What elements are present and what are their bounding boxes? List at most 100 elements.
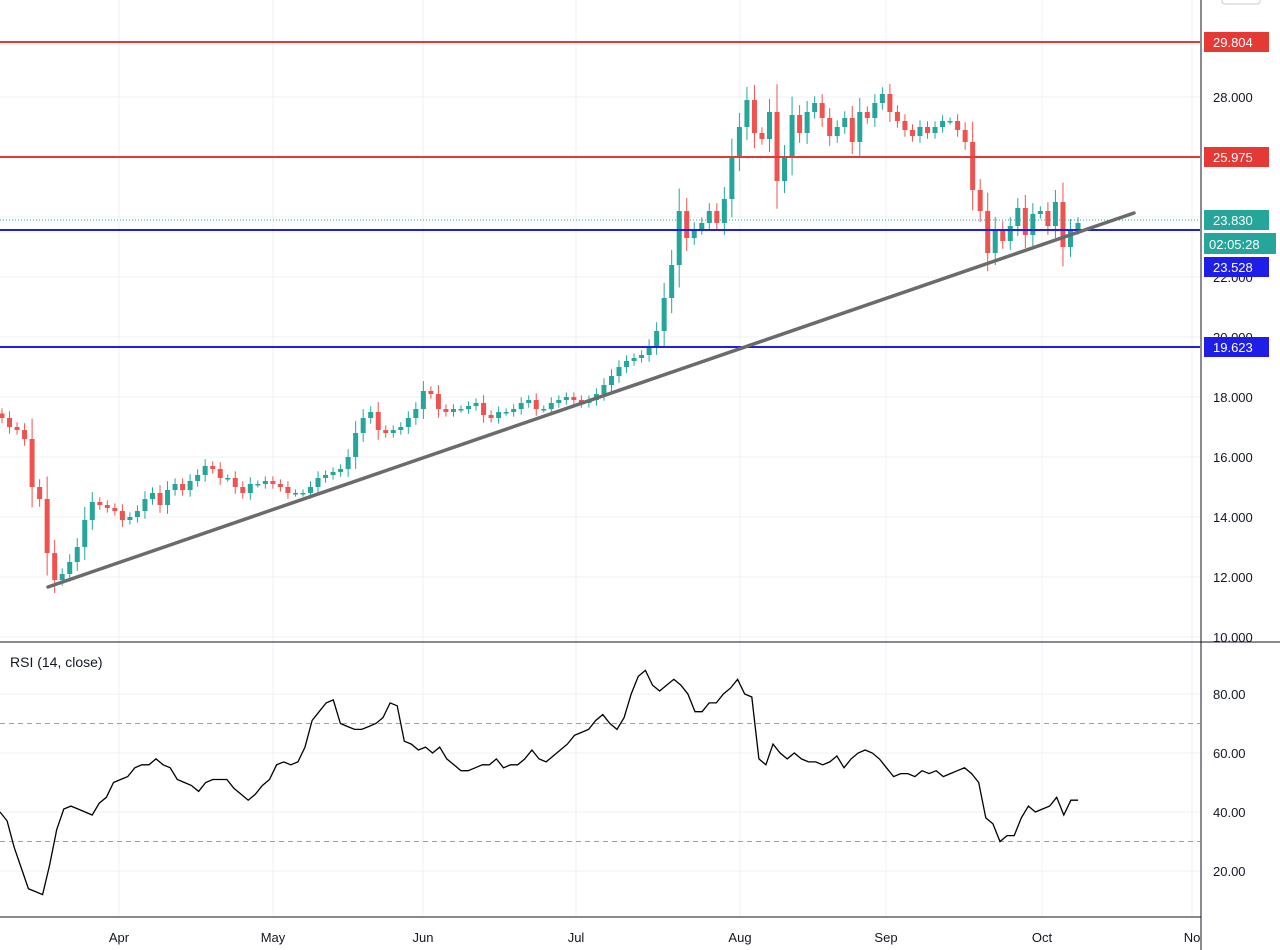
candle (985, 192, 991, 272)
candle (503, 408, 509, 416)
candle (1060, 182, 1066, 267)
candle (872, 94, 878, 127)
candle (548, 397, 554, 415)
x-tick-label: Jun (413, 930, 434, 945)
candle (375, 402, 381, 440)
candle (67, 554, 73, 582)
candle (345, 449, 351, 477)
candle (29, 418, 35, 508)
candle (669, 249, 675, 314)
candle (729, 138, 735, 218)
candle (842, 111, 848, 134)
candle (473, 398, 479, 411)
candle (97, 497, 103, 510)
candle (541, 405, 547, 413)
candle (827, 108, 833, 146)
candle (744, 86, 750, 141)
candle (526, 395, 532, 408)
candle (247, 477, 253, 500)
trendline[interactable] (46, 211, 1136, 589)
candle (330, 467, 336, 480)
svg-text:25.975: 25.975 (1213, 150, 1253, 165)
candle (127, 512, 133, 525)
x-tick-label: Oct (1032, 930, 1053, 945)
candle (511, 404, 517, 417)
candle (0, 408, 5, 424)
candle (232, 471, 238, 494)
candle (405, 411, 411, 434)
candle (925, 121, 931, 139)
candle (970, 121, 976, 211)
candle (706, 203, 712, 231)
candle (187, 474, 193, 497)
candle (277, 479, 283, 492)
candle (932, 121, 938, 139)
candle (1037, 206, 1043, 219)
candle (240, 481, 246, 499)
candle (149, 487, 155, 505)
candle (962, 122, 968, 150)
candle (14, 422, 20, 435)
candle (676, 188, 682, 288)
rsi-tick-label: 60.00 (1213, 746, 1246, 761)
rsi-tick-label: 40.00 (1213, 805, 1246, 820)
candle (383, 425, 389, 438)
rsi-line (0, 669, 1078, 896)
x-tick-label: Jul (568, 930, 585, 945)
candle (691, 222, 697, 245)
candle (292, 489, 298, 497)
candle (435, 385, 441, 418)
candle (533, 393, 539, 416)
rsi-indicator-label[interactable]: RSI (14, close) (10, 654, 103, 670)
candle (684, 197, 690, 252)
candle (917, 120, 923, 143)
candle (420, 381, 426, 419)
candle (74, 538, 80, 571)
candle (894, 105, 900, 128)
candle (323, 470, 329, 483)
candle (1000, 221, 1006, 249)
candle (37, 479, 43, 507)
candle (496, 406, 502, 424)
candle (864, 106, 870, 124)
candle (1067, 219, 1073, 257)
candle (165, 481, 171, 514)
x-tick-label: Aug (728, 930, 751, 945)
candle (766, 98, 772, 153)
candle (481, 395, 487, 423)
candle (834, 120, 840, 143)
grid (0, 0, 1200, 917)
candle (157, 485, 163, 513)
candle (955, 114, 961, 137)
candle (789, 96, 795, 176)
x-tick-label: Apr (109, 930, 130, 945)
candle (134, 505, 140, 523)
candle (22, 423, 28, 446)
candle (488, 410, 494, 423)
candle (812, 96, 818, 119)
candle (751, 84, 757, 149)
x-tick-label: May (261, 930, 286, 945)
candle (89, 492, 95, 530)
candle (774, 84, 780, 209)
candle (450, 404, 456, 417)
candle (977, 179, 983, 222)
candle (195, 469, 201, 487)
candle (82, 506, 88, 561)
chart-settings-button[interactable] (1221, 0, 1261, 5)
candle (556, 395, 562, 408)
candle (631, 353, 637, 366)
candle (104, 500, 110, 513)
candle (902, 114, 908, 137)
svg-text:19.623: 19.623 (1213, 340, 1253, 355)
candle (44, 476, 50, 576)
rsi-panel (0, 669, 1078, 896)
price-badge-resistance-upper: 29.804 (1204, 32, 1269, 52)
candle (947, 117, 953, 125)
x-tick-label: No (1184, 930, 1201, 945)
candle (819, 94, 825, 127)
candle (639, 350, 645, 363)
candle (202, 459, 208, 482)
price-tick-label: 16.000 (1213, 450, 1253, 465)
